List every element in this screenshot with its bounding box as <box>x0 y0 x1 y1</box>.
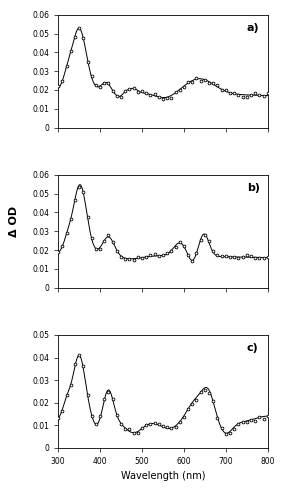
Text: a): a) <box>247 23 259 32</box>
Text: b): b) <box>247 183 260 193</box>
Text: Δ OD: Δ OD <box>9 206 19 237</box>
Text: c): c) <box>247 343 258 353</box>
X-axis label: Wavelength (nm): Wavelength (nm) <box>121 471 205 481</box>
